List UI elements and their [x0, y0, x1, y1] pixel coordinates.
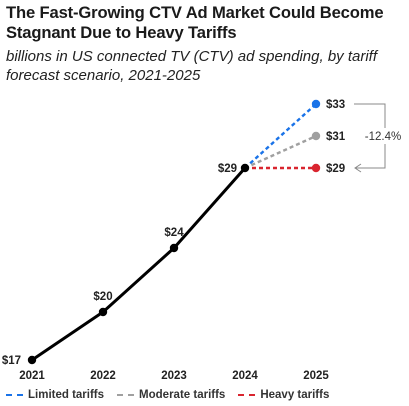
legend-label-limited-tariffs: Limited tariffs [28, 389, 105, 401]
annotation-label: -12.4% [365, 131, 401, 143]
x-tick-label-2021: 2021 [19, 370, 45, 382]
historical-line [30, 166, 247, 362]
x-tick-label-2022: 2022 [90, 370, 116, 382]
data-label-2024: $29 [218, 163, 237, 175]
chart-title: The Fast-Growing CTV Ad Market Could Bec… [6, 3, 384, 42]
legend-label-moderate-tariffs: Moderate tariffs [139, 389, 226, 401]
data-point-2024 [240, 163, 250, 173]
series-point-moderate-tariffs [311, 131, 321, 141]
data-label-2021: $17 [2, 355, 21, 367]
legend-item-moderate-tariffs: Moderate tariffs [117, 389, 225, 401]
data-label-2023: $24 [164, 227, 184, 239]
chart-subtitle: billions in US connected TV (CTV) ad spe… [6, 48, 378, 84]
x-tick-label-2023: 2023 [161, 370, 187, 382]
series-end-label-heavy-tariffs: $29 [326, 163, 345, 175]
legend-label-heavy-tariffs: Heavy tariffs [260, 389, 330, 401]
annotation-arrow-icon [354, 163, 362, 173]
series-end-label-moderate-tariffs: $31 [326, 131, 346, 143]
legend-swatch-heavy-tariffs [238, 394, 256, 396]
data-point-2023 [169, 243, 179, 253]
legend-swatch-moderate-tariffs [117, 394, 135, 396]
legend: Limited tariffs Moderate tariffs Heavy tar… [6, 386, 342, 404]
series-point-limited-tariffs [311, 99, 321, 109]
legend-item-limited-tariffs: Limited tariffs [6, 389, 104, 401]
line-chart: 2021 2022 2023 2024 2025 $17 $20 $24 $29 $33 $31 $2… [1, 99, 404, 382]
series-end-label-limited-tariffs: $33 [326, 99, 345, 111]
legend-swatch-limited-tariffs [6, 394, 23, 396]
series-line-limited-tariffs [244, 103, 317, 169]
series-line-moderate-tariffs [244, 134, 317, 170]
data-point-2022 [98, 307, 108, 317]
data-point-2021 [27, 355, 37, 365]
data-label-2022: $20 [93, 291, 112, 303]
annotation-label-bg [360, 128, 404, 144]
x-tick-label-2025: 2025 [303, 370, 329, 382]
x-tick-label-2024: 2024 [232, 370, 258, 382]
series-point-heavy-tariffs [311, 163, 321, 173]
legend-item-heavy-tariffs: Heavy tariffs [238, 389, 329, 401]
